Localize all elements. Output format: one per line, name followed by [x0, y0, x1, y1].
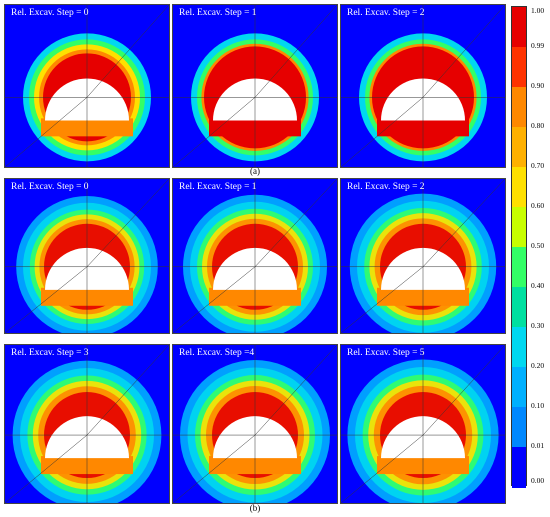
panel-label: Rel. Excav. Step =4: [179, 348, 255, 358]
legend-tick-label: 0.40: [531, 281, 545, 290]
contour-plot: [5, 179, 169, 333]
legend-tick-label: 1.00: [531, 6, 545, 15]
contour-plot: [5, 345, 169, 503]
contour-plot: [173, 345, 337, 503]
legend-tick-label: 0.01: [531, 441, 545, 450]
grid-line: [5, 97, 88, 167]
grid-line: [173, 266, 256, 333]
grid-line: [254, 5, 337, 98]
legend-swatch: [512, 47, 526, 88]
grid-line: [5, 266, 88, 333]
legend-tick-label: 0.00: [531, 476, 545, 485]
legend-swatch: [512, 167, 526, 208]
panel-b-4: Rel. Excav. Step = 3: [4, 344, 170, 504]
contour-plot: [341, 179, 505, 333]
legend-swatch: [512, 127, 526, 168]
panel-label: Rel. Excav. Step = 1: [179, 8, 257, 18]
legend-tick-label: 0.90: [531, 81, 545, 90]
panel-b-2: Rel. Excav. Step = 1: [172, 178, 338, 334]
legend-tick-label: 0.10: [531, 401, 545, 410]
legend-tick-label: 0.50: [531, 241, 545, 250]
panel-b-6: Rel. Excav. Step = 5: [340, 344, 506, 504]
legend-tick-label: 0.70: [531, 161, 545, 170]
panel-label: Rel. Excav. Step = 0: [11, 182, 89, 192]
caption-a: (a): [250, 166, 260, 176]
grid-line: [422, 179, 505, 267]
grid-line: [422, 5, 505, 98]
legend-swatch: [512, 407, 526, 448]
panel-a-1: Rel. Excav. Step = 0: [4, 4, 170, 168]
legend-swatch: [512, 7, 526, 48]
legend-swatch: [512, 87, 526, 128]
panel-label: Rel. Excav. Step = 3: [11, 348, 89, 358]
grid-line: [5, 434, 88, 503]
legend-tick-label: 0.80: [531, 121, 545, 130]
legend-colorbar: [511, 6, 527, 488]
legend-swatch: [512, 207, 526, 248]
legend-swatch: [512, 367, 526, 408]
legend-swatch: [512, 247, 526, 288]
legend-tick-label: 0.60: [531, 201, 545, 210]
grid-line: [173, 97, 256, 167]
legend-tick-label: 0.30: [531, 321, 545, 330]
legend-swatch: [512, 287, 526, 328]
panel-b-3: Rel. Excav. Step = 2: [340, 178, 506, 334]
grid-line: [341, 266, 424, 333]
contour-plot: [173, 5, 337, 167]
grid-line: [254, 345, 337, 436]
panel-label: Rel. Excav. Step = 2: [347, 8, 425, 18]
legend-tick-label: 0.99: [531, 41, 545, 50]
caption-b: (b): [249, 503, 261, 513]
grid-line: [86, 179, 169, 267]
panel-label: Rel. Excav. Step = 5: [347, 348, 425, 358]
contour-plot: [5, 5, 169, 167]
panel-label: Rel. Excav. Step = 2: [347, 182, 425, 192]
panel-label: Rel. Excav. Step = 0: [11, 8, 89, 18]
panel-label: Rel. Excav. Step = 1: [179, 182, 257, 192]
contour-plot: [341, 5, 505, 167]
grid-line: [173, 434, 256, 503]
grid-line: [86, 5, 169, 98]
legend-swatch: [512, 327, 526, 368]
grid-line: [341, 434, 424, 503]
grid-line: [422, 345, 505, 436]
grid-line: [254, 179, 337, 267]
contour-plot: [173, 179, 337, 333]
legend-tick-label: 0.20: [531, 361, 545, 370]
panel-a-2: Rel. Excav. Step = 1: [172, 4, 338, 168]
contour-plot: [341, 345, 505, 503]
color-legend: 1.00 0.99 0.90 0.80 0.70 0.60 0.50 0.40 0.30 0.20…: [511, 6, 547, 488]
grid-line: [86, 345, 169, 436]
panel-a-3: Rel. Excav. Step = 2: [340, 4, 506, 168]
grid-line: [341, 97, 424, 167]
panel-b-5: Rel. Excav. Step =4: [172, 344, 338, 504]
panel-b-1: Rel. Excav. Step = 0: [4, 178, 170, 334]
legend-swatch: [512, 447, 526, 488]
